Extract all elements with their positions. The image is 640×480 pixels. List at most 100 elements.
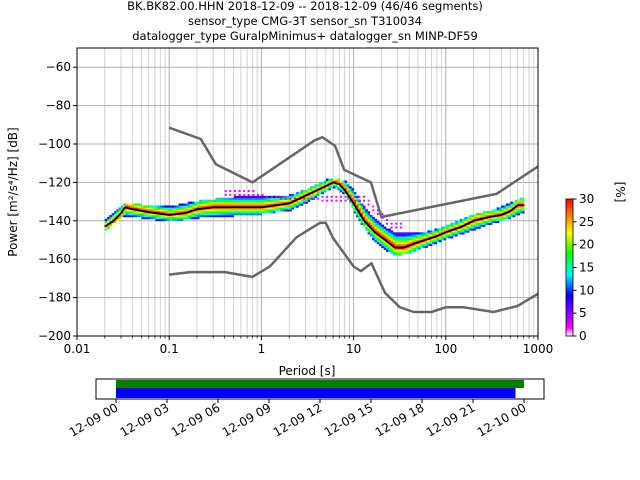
ppsd-cell — [146, 213, 149, 216]
ppsd-cell — [392, 232, 396, 235]
ppsd-cell — [471, 228, 474, 231]
ppsd-cell — [448, 234, 451, 237]
ppsd-cell — [404, 240, 408, 243]
y-tick-label: −80 — [46, 99, 71, 113]
ppsd-cell — [432, 230, 435, 233]
ppsd-cell — [252, 213, 255, 216]
ppsd-sparse-cell — [280, 197, 283, 200]
ppsd-cell — [187, 209, 191, 212]
ppsd-cell — [199, 205, 202, 208]
ppsd-cell — [263, 203, 267, 206]
ppsd-cell — [201, 199, 205, 202]
ppsd-cell — [402, 247, 405, 250]
ppsd-cell — [328, 180, 331, 183]
ppsd-cell — [395, 241, 398, 245]
ppsd-cell — [441, 230, 444, 233]
ppsd-cell — [459, 228, 463, 231]
ppsd-cell — [104, 226, 108, 229]
ppsd-cell — [243, 199, 246, 202]
ppsd-cell — [296, 203, 299, 206]
ppsd-cell — [150, 205, 154, 208]
ppsd-cell — [160, 205, 163, 208]
ppsd-cell — [450, 230, 454, 233]
ppsd-cell — [196, 205, 200, 208]
ppsd-cell — [505, 205, 509, 208]
ppsd-cell — [192, 213, 195, 216]
ppsd-cell — [510, 213, 514, 216]
ppsd-cell — [376, 236, 380, 239]
ppsd-cell — [501, 218, 504, 222]
ppsd-cell — [351, 188, 354, 191]
ppsd-cell — [365, 213, 368, 216]
ppsd-cell — [404, 249, 408, 252]
ppsd-cell — [123, 215, 126, 218]
ppsd-cell — [381, 224, 384, 227]
ppsd-cell — [480, 222, 484, 225]
ppsd-cell — [429, 241, 433, 245]
ppsd-cell — [485, 213, 488, 216]
ppsd-cell — [270, 209, 274, 212]
ppsd-cell — [395, 243, 398, 247]
ppsd-cell — [411, 247, 414, 250]
ppsd-cell — [206, 211, 209, 214]
ppsd-cell — [508, 207, 511, 210]
ppsd-cell — [263, 209, 267, 212]
ppsd-cell — [190, 213, 193, 216]
ppsd-cell — [291, 207, 295, 210]
ppsd-cell — [402, 234, 405, 237]
ppsd-cell — [328, 184, 331, 187]
ppsd-cell — [344, 186, 348, 189]
ppsd-cell — [137, 213, 140, 216]
ppsd-cell — [383, 247, 387, 250]
ppsd-cell — [369, 224, 373, 227]
ppsd-sparse-cell — [376, 209, 379, 212]
ppsd-cell — [286, 207, 290, 210]
ppsd-cell — [388, 249, 391, 252]
ppsd-cell — [256, 211, 260, 214]
ppsd-sparse-cell — [252, 193, 255, 196]
ppsd-cell — [395, 238, 398, 241]
ppsd-cell — [183, 203, 186, 206]
ppsd-cell — [194, 201, 198, 204]
ppsd-cell — [505, 213, 509, 216]
ppsd-cell — [224, 197, 228, 200]
ppsd-sparse-cell — [293, 197, 296, 200]
ppsd-cell — [240, 211, 244, 214]
ppsd-cell — [404, 234, 408, 237]
ppsd-cell — [270, 197, 274, 200]
ppsd-cell — [510, 211, 514, 214]
ppsd-cell — [224, 209, 228, 212]
ppsd-cell — [427, 236, 431, 239]
ppsd-cell — [180, 209, 184, 212]
ppsd-cell — [240, 203, 244, 206]
ppsd-cell — [443, 234, 447, 237]
ppsd-cell — [376, 241, 380, 245]
ppsd-cell — [485, 218, 488, 222]
ppsd-cell — [130, 209, 133, 212]
ppsd-cell — [173, 205, 177, 208]
ppsd-cell — [429, 238, 433, 241]
ppsd-cell — [291, 197, 295, 200]
ppsd-cell — [473, 215, 477, 218]
ppsd-cell — [422, 232, 426, 235]
ppsd-cell — [399, 240, 403, 243]
ppsd-cell — [157, 216, 161, 220]
ppsd-cell — [254, 197, 258, 200]
ppsd-cell — [455, 224, 458, 227]
ppsd-cell — [351, 193, 354, 197]
ppsd-cell — [399, 249, 403, 252]
ppsd-cell — [346, 192, 350, 195]
ppsd-sparse-cell — [224, 193, 227, 196]
ppsd-cell — [450, 232, 454, 235]
ppsd-cell — [236, 197, 239, 200]
ppsd-cell — [422, 238, 426, 241]
ppsd-cell — [480, 220, 484, 224]
ppsd-cell — [489, 222, 493, 225]
ppsd-cell — [166, 216, 170, 220]
ppsd-cell — [478, 222, 481, 225]
ppsd-cell — [346, 188, 350, 191]
ppsd-cell — [296, 192, 299, 195]
ppsd-sparse-cell — [243, 193, 246, 196]
ppsd-cell — [362, 224, 366, 227]
ppsd-cell — [409, 247, 412, 250]
